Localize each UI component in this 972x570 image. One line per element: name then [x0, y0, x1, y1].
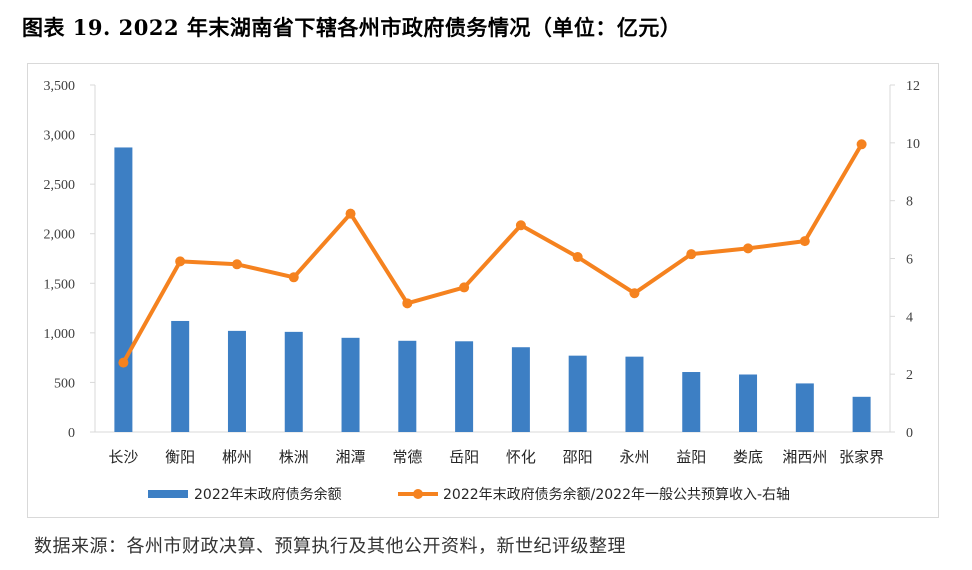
point-湘西州	[799, 236, 810, 247]
category-label: 益阳	[676, 448, 706, 466]
category-label: 张家界	[839, 448, 884, 466]
category-label: 株洲	[279, 448, 309, 466]
legend: 2022年末政府债务余额 2022年末政府债务余额/2022年一般公共预算收入-右…	[148, 486, 790, 503]
ratio-line	[121, 143, 864, 364]
bar-常德	[398, 340, 417, 432]
y-left-tick-label: 500	[54, 376, 75, 391]
bar-郴州	[227, 330, 246, 432]
category-label: 怀化	[506, 448, 536, 466]
point-长沙	[118, 357, 129, 368]
bar-长沙	[114, 147, 133, 432]
bar-湘潭	[341, 337, 360, 432]
point-永州	[629, 288, 640, 299]
category-label: 郴州	[222, 448, 252, 466]
y-right-tick-label: 6	[906, 253, 913, 268]
legend-bar-label: 2022年末政府债务余额	[194, 486, 342, 503]
bar-益阳	[682, 372, 701, 432]
point-株洲	[288, 272, 299, 283]
category-label: 湘西州	[782, 448, 827, 466]
legend-line-marker	[413, 489, 423, 499]
category-label: 岳阳	[449, 448, 479, 466]
legend-bar-swatch	[148, 490, 188, 498]
category-label: 娄底	[733, 448, 763, 466]
y-left-tick-label: 0	[68, 426, 75, 441]
chart-title: 图表 19. 2022 年末湖南省下辖各州市政府债务情况（单位：亿元）	[22, 15, 682, 40]
category-label: 湘潭	[336, 448, 366, 466]
bar-株洲	[284, 331, 303, 432]
bar-衡阳	[171, 320, 190, 432]
y-left-tick-label: 2,000	[44, 228, 76, 243]
y-left-tick-label: 3,500	[44, 79, 76, 94]
y-left-tick-label: 3,000	[44, 129, 76, 144]
bars-group	[114, 147, 871, 432]
bar-岳阳	[455, 341, 474, 432]
y-left-tick-label: 2,500	[44, 178, 76, 193]
point-郴州	[231, 259, 242, 270]
bar-怀化	[511, 347, 530, 432]
point-湘潭	[345, 208, 356, 219]
y-right-tick-label: 0	[906, 426, 913, 441]
y-right-tick-label: 2	[906, 368, 913, 383]
category-label: 长沙	[108, 448, 138, 466]
axes-group: 0 500 1,000 1,500 2,000 2,500 3,000 3,500 0 2 4 6 8 1…	[44, 79, 921, 441]
point-衡阳	[175, 256, 186, 267]
point-岳阳	[459, 282, 470, 293]
source-note: 数据来源：各州市财政决算、预算执行及其他公开资料，新世纪评级整理	[34, 536, 626, 557]
bar-娄底	[739, 374, 758, 432]
chart-frame	[27, 63, 939, 518]
point-邵阳	[572, 252, 583, 263]
y-right-tick-label: 8	[906, 195, 913, 210]
point-娄底	[743, 243, 754, 254]
bar-永州	[625, 356, 644, 432]
category-label: 永州	[619, 448, 649, 466]
point-常德	[402, 298, 413, 309]
point-益阳	[686, 249, 697, 260]
category-labels-group: 长沙 衡阳 郴州 株洲 湘潭 常德 岳阳 怀化 邵阳 永州 益阳 娄底 湘西州 张家界	[108, 448, 884, 466]
category-label: 衡阳	[165, 448, 195, 466]
line-group	[118, 139, 867, 368]
y-left-tick-label: 1,500	[44, 277, 76, 292]
point-怀化	[515, 220, 526, 231]
point-张家界	[856, 139, 867, 150]
y-left-tick-label: 1,000	[44, 327, 76, 342]
y-right-tick-label: 4	[906, 310, 913, 325]
category-label: 邵阳	[563, 448, 593, 466]
bar-邵阳	[568, 355, 587, 432]
bar-张家界	[852, 396, 871, 432]
y-right-tick-label: 10	[906, 137, 920, 152]
category-label: 常德	[392, 448, 422, 466]
legend-line-label: 2022年末政府债务余额/2022年一般公共预算收入-右轴	[443, 486, 790, 503]
y-right-tick-label: 12	[906, 79, 920, 94]
bar-湘西州	[795, 383, 814, 432]
